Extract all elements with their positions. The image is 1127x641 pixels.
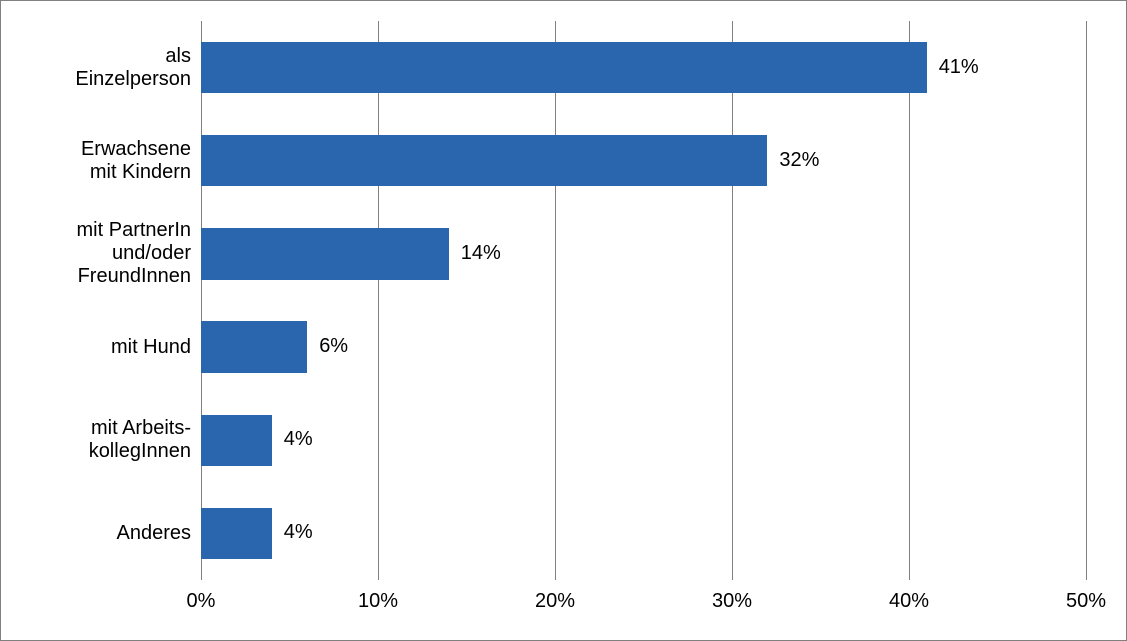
x-tick-label: 50%	[1066, 590, 1106, 613]
category-label: mit Hund	[11, 336, 191, 359]
bar	[201, 508, 272, 559]
category-label-column: alsEinzelperson Erwachsenemit Kindern mit …	[1, 1, 201, 640]
plot-column: 0%10%20%30%40%50%41%32%14%6%4%4%	[201, 1, 1126, 640]
gridline	[555, 21, 556, 580]
gridline	[1086, 21, 1087, 580]
x-tick-label: 40%	[889, 590, 929, 613]
bar	[201, 228, 449, 279]
chart-frame: alsEinzelperson Erwachsenemit Kindern mit …	[0, 0, 1127, 641]
gridline	[378, 21, 379, 580]
x-tick-label: 10%	[358, 590, 398, 613]
bar	[201, 135, 767, 186]
category-label: mit Arbeits-kollegInnen	[11, 417, 191, 463]
bar-value-label: 14%	[461, 242, 501, 265]
plot-area: 0%10%20%30%40%50%41%32%14%6%4%4%	[201, 21, 1086, 580]
bar-value-label: 32%	[779, 149, 819, 172]
category-label: Erwachsenemit Kindern	[11, 138, 191, 184]
gridline	[909, 21, 910, 580]
category-label: alsEinzelperson	[11, 45, 191, 91]
bar-value-label: 41%	[939, 56, 979, 79]
bar-value-label: 4%	[284, 521, 313, 544]
gridline	[201, 21, 202, 580]
x-tick-label: 30%	[712, 590, 752, 613]
bar	[201, 321, 307, 372]
bar-value-label: 4%	[284, 428, 313, 451]
bar-value-label: 6%	[319, 335, 348, 358]
x-tick-label: 20%	[535, 590, 575, 613]
gridline	[732, 21, 733, 580]
category-label: Anderes	[11, 522, 191, 545]
bar	[201, 42, 927, 93]
bar	[201, 415, 272, 466]
category-label: mit PartnerInund/oderFreundInnen	[11, 219, 191, 288]
x-tick-label: 0%	[187, 590, 216, 613]
